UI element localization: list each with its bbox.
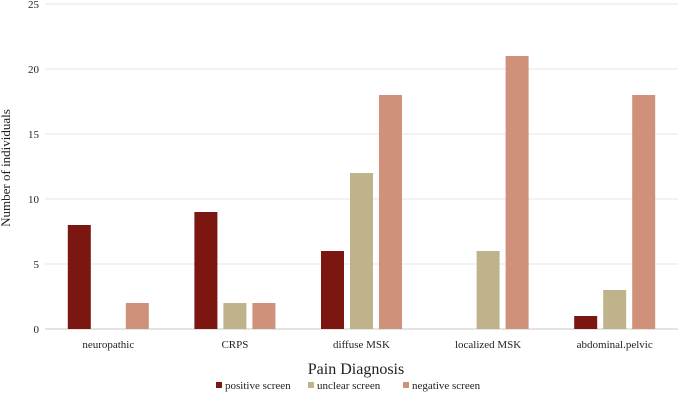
legend-swatch — [403, 382, 409, 388]
bar-unclear-screen — [350, 173, 373, 329]
bar-negative-screen — [379, 95, 402, 329]
bar-negative-screen — [632, 95, 656, 329]
y-tick-label: 10 — [28, 194, 40, 206]
y-axis: 0 5 10 15 20 25 — [28, 0, 40, 336]
legend-swatch — [216, 382, 222, 388]
x-tick-label: neuropathic — [82, 339, 134, 351]
bar-unclear-screen — [223, 303, 247, 329]
x-axis-label: Pain Diagnosis — [308, 361, 404, 378]
bar-negative-screen — [505, 56, 529, 329]
bar-positive-screen — [194, 212, 218, 329]
y-tick-label: 5 — [34, 259, 40, 271]
y-tick-label: 0 — [34, 324, 40, 336]
legend: positive screen unclear screen negative sc… — [216, 380, 481, 392]
y-tick-label: 20 — [28, 64, 40, 76]
y-axis-label: Number of individuals — [0, 109, 13, 227]
legend-item: positive screen — [216, 380, 291, 392]
bar-negative-screen — [125, 303, 149, 329]
bars — [67, 56, 656, 329]
legend-item: negative screen — [403, 380, 481, 392]
x-axis: neuropathic CRPS diffuse MSK localized MSK a… — [82, 339, 653, 351]
bar-positive-screen — [67, 225, 91, 329]
bar-unclear-screen — [603, 290, 627, 329]
x-tick-label: diffuse MSK — [333, 339, 390, 351]
bar-negative-screen — [252, 303, 276, 329]
legend-label: positive screen — [225, 380, 291, 392]
x-tick-label: CRPS — [221, 339, 248, 351]
y-tick-label: 15 — [28, 129, 40, 141]
legend-label: unclear screen — [317, 380, 381, 392]
bar-unclear-screen — [476, 251, 500, 329]
x-tick-label: abdominal.pelvic — [577, 339, 653, 351]
x-tick-label: localized MSK — [455, 339, 521, 351]
legend-label: negative screen — [412, 380, 481, 392]
bar-positive-screen — [321, 251, 344, 329]
legend-item: unclear screen — [308, 380, 381, 392]
bar-positive-screen — [574, 316, 598, 329]
legend-swatch — [308, 382, 314, 388]
y-tick-label: 25 — [28, 0, 40, 11]
